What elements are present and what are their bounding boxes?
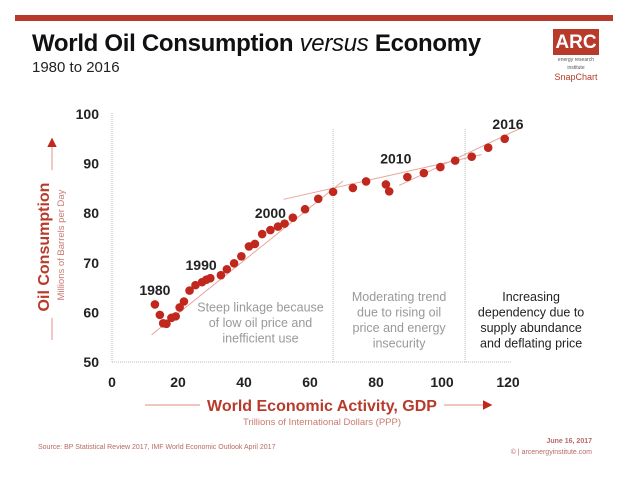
data-point [216,270,226,280]
arc-logo: ARC energy research institute SnapChart [546,29,606,99]
x-tick-label: 80 [368,374,384,390]
x-tick-label: 60 [302,374,318,390]
chart-subtitle: 1980 to 2016 [32,59,120,76]
x-axis-title: World Economic Activity, GDP [207,398,437,415]
logo-line2: institute [567,65,585,71]
data-point [185,286,194,295]
annotations: Steep linkage because of low oil price an… [197,290,584,351]
data-point [171,312,180,321]
y-tick-label: 80 [83,205,99,221]
year-label: 2016 [492,116,523,132]
data-point [250,239,260,249]
x-tick-label: 0 [108,374,116,390]
data-point [179,297,189,306]
data-point [328,187,338,197]
logo-line1: energy research [557,57,595,63]
data-point [237,252,246,261]
year-label: 2000 [255,205,286,221]
data-point [155,310,165,320]
data-point [450,156,460,165]
data-point [257,229,267,239]
y-tick-label: 70 [83,255,99,271]
y-tick-label: 100 [76,106,100,122]
data-point [206,273,215,283]
annotation-line: due to rising oil [357,305,441,319]
data-points [150,134,510,329]
year-label: 1980 [139,282,170,298]
data-point [381,180,391,189]
data-point [384,187,394,196]
data-point [222,264,232,274]
data-point [175,303,184,312]
data-point [483,143,493,153]
data-point [403,172,412,182]
data-point [229,258,239,268]
title-text-1: World Oil Consumption [32,30,300,57]
annotation-line: supply abundance [480,321,582,335]
annotation-line: price and energy [353,321,447,335]
data-point [419,168,429,178]
title-text-italic: versus [299,30,369,57]
x-axis-subtitle: Trillions of International Dollars (PPP) [243,417,401,428]
year-labels: 1980 1990 2000 2010 2016 [139,116,523,298]
data-point [191,280,200,290]
data-point [266,225,275,235]
annotation-line: Moderating trend [352,290,447,304]
data-point [313,194,323,204]
data-point [500,134,510,144]
source-note: Source: BP Statistical Review 2017, IMF … [38,444,276,451]
data-point [273,222,283,231]
x-tick-label: 40 [236,374,252,390]
data-point [348,183,358,193]
x-tick-label: 100 [430,374,454,390]
data-point [436,162,445,172]
data-point [300,204,310,214]
chart-title: World Oil Consumption versus Economy [32,30,481,58]
copyright-url: © | arcenergyinstitute.com [510,449,592,456]
period-dividers [332,129,466,362]
data-point [467,152,477,161]
annotation-line: insecurity [373,336,427,350]
logo-mark: ARC [553,29,599,55]
logo-product: SnapChart [554,72,598,82]
data-point [162,319,171,329]
axis-titles: World Economic Activity, GDP Trillions o… [36,137,493,428]
top-accent-bar [15,15,613,21]
year-label: 1990 [186,257,217,273]
annotation-line: dependency due to [478,305,584,319]
annotation-line: and deflating price [480,336,582,350]
y-axis-title: Oil Consumption [36,183,53,312]
y-tick-label: 60 [83,304,99,320]
data-point [150,300,160,309]
annotation-line: of low oil price and [209,316,313,330]
year-label: 2010 [380,151,411,167]
annotation-line: inefficient use [222,331,298,345]
axes: 0 20 40 60 80 100 120 50 60 70 80 90 100 [76,106,520,390]
title-text-2: Economy [368,30,481,57]
publish-date: June 16, 2017 [546,438,592,445]
x-tick-label: 20 [170,374,186,390]
data-point [361,177,371,186]
data-point [288,213,298,222]
y-tick-label: 50 [83,354,99,370]
annotation-line: Steep linkage because [197,300,324,314]
annotation-line: Increasing [502,290,560,304]
data-point [280,219,289,228]
y-tick-label: 90 [83,156,99,172]
y-axis-subtitle: Millions of Barrels per Day [56,189,67,300]
x-tick-label: 120 [496,374,520,390]
